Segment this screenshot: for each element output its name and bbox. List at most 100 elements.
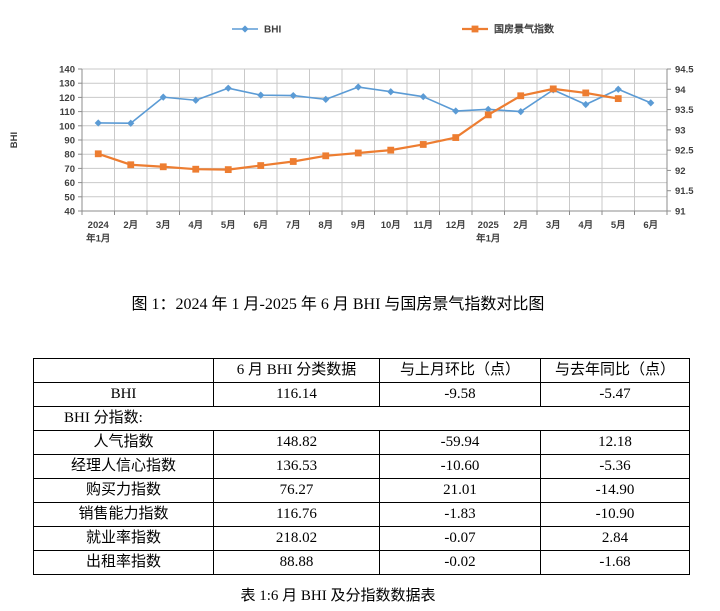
- climate-index-data-point: [549, 85, 557, 93]
- axes: [78, 68, 671, 215]
- cell-value: -14.90: [540, 478, 690, 503]
- header-mom: 与上月环比（点）: [379, 358, 541, 383]
- series-climate-index: [94, 85, 622, 174]
- legend-item-climate-index: 国房景气指数: [462, 23, 555, 36]
- climate-index-data-point: [354, 149, 362, 157]
- x-axis-tick-label: 年1月: [86, 233, 110, 245]
- left-axis-tick-label: 120: [59, 93, 75, 104]
- bhi-data-point: [614, 85, 622, 93]
- legend: BHI 国房景气指数: [232, 23, 555, 36]
- x-axis-tick-label: 6月: [643, 220, 658, 231]
- x-axis-tick-label: 3月: [156, 220, 171, 231]
- axis-labels: 40 50 60 70 80 90 100 110 120 130 140 91 91.5 92 92.5 9…: [59, 65, 694, 245]
- bhi-data-point: [224, 84, 232, 92]
- cell-value: 12.18: [540, 430, 690, 455]
- legend-label-bhi: BHI: [264, 25, 281, 36]
- cell-value: 218.02: [213, 526, 380, 551]
- bhi-data-table: 6 月 BHI 分类数据 与上月环比（点） 与去年同比（点） BHI 116.1…: [33, 358, 690, 575]
- chart-svg: 40 50 60 70 80 90 100 110 120 130 140 91 91.5 92 92.5 9…: [9, 23, 694, 245]
- climate-index-data-point: [322, 152, 330, 160]
- cell-value: 116.76: [213, 502, 380, 527]
- bhi-data-point: [387, 88, 395, 96]
- x-axis-tick-label: 7月: [286, 220, 301, 231]
- climate-index-data-point: [419, 141, 427, 148]
- cell-value: -59.94: [379, 430, 541, 455]
- x-axis-tick-label: 3月: [546, 220, 561, 231]
- cell-value: 148.82: [213, 430, 380, 455]
- bhi-data-point: [241, 25, 249, 33]
- cell-value: -5.36: [540, 454, 690, 479]
- x-axis-tick-label: 年1月: [476, 233, 500, 245]
- climate-index-data-point: [517, 92, 525, 100]
- bhi-data-point: [419, 93, 427, 101]
- left-axis-title: BHI: [9, 132, 20, 148]
- x-axis-tick-label: 2025: [478, 220, 500, 231]
- row-label: 出租率指数: [33, 550, 214, 575]
- climate-index-data-point: [224, 166, 232, 174]
- table-row-popularity: 人气指数 148.82 -59.94 12.18: [33, 430, 690, 455]
- cell-value: -1.68: [540, 550, 690, 575]
- x-axis-tick-label: 2月: [513, 220, 528, 231]
- legend-item-bhi: BHI: [232, 25, 281, 36]
- cell-value: -10.60: [379, 454, 541, 479]
- left-axis-tick-label: 40: [64, 207, 75, 218]
- bhi-data-point: [192, 96, 200, 104]
- header-yoy: 与去年同比（点）: [540, 358, 690, 383]
- right-axis-tick-label: 94: [675, 85, 686, 96]
- climate-index-data-point: [289, 158, 297, 165]
- bhi-data-point: [127, 119, 135, 127]
- right-axis-tick-label: 92.5: [675, 146, 694, 157]
- row-label: 销售能力指数: [33, 502, 214, 527]
- left-axis-tick-label: 60: [64, 178, 75, 189]
- bhi-data-point: [484, 105, 492, 113]
- x-axis-tick-label: 5月: [611, 220, 626, 231]
- bhi-data-point: [354, 83, 362, 91]
- left-axis-tick-label: 50: [64, 192, 75, 203]
- table-row-manager-confidence: 经理人信心指数 136.53 -10.60 -5.36: [33, 454, 690, 479]
- row-label: 经理人信心指数: [33, 454, 214, 479]
- table-caption: 表 1:6 月 BHI 及分指数数据表: [240, 588, 436, 604]
- cell-value: -5.47: [540, 382, 690, 407]
- bhi-data-point: [647, 99, 655, 107]
- climate-index-data-point: [127, 161, 135, 169]
- table-section-row: BHI 分指数:: [33, 406, 690, 431]
- climate-index-data-point: [94, 150, 102, 158]
- climate-index-data-point: [159, 163, 167, 171]
- section-label: BHI 分指数:: [33, 406, 690, 431]
- left-axis-tick-label: 70: [64, 164, 75, 175]
- cell-value: -9.58: [379, 382, 541, 407]
- cell-value: 116.14: [213, 382, 380, 407]
- bhi-line-chart: 40 50 60 70 80 90 100 110 120 130 140 91 91.5 92 92.5 9…: [0, 0, 720, 265]
- x-axis-tick-label: 2024: [88, 220, 110, 231]
- cell-value: -10.90: [540, 502, 690, 527]
- x-axis-tick-label: 9月: [351, 220, 366, 231]
- climate-index-data-point: [452, 134, 460, 141]
- left-axis-tick-label: 100: [59, 121, 75, 132]
- table-header-row: 6 月 BHI 分类数据 与上月环比（点） 与去年同比（点）: [33, 358, 690, 383]
- climate-index-data-point: [614, 95, 622, 103]
- x-axis-tick-label: 11月: [413, 220, 433, 231]
- left-axis-tick-label: 140: [59, 65, 75, 76]
- legend-label-climate-index: 国房景气指数: [494, 23, 555, 36]
- bhi-data-point: [452, 107, 460, 115]
- row-label: BHI: [33, 382, 214, 407]
- cell-value: -0.02: [379, 550, 541, 575]
- left-axis-tick-label: 80: [64, 150, 75, 161]
- right-axis-tick-label: 93.5: [675, 105, 694, 116]
- bhi-data-point: [322, 95, 330, 103]
- x-axis-tick-label: 6月: [253, 220, 268, 231]
- cell-value: 76.27: [213, 478, 380, 503]
- right-axis-tick-label: 94.5: [675, 65, 694, 76]
- climate-index-data-point: [257, 162, 265, 169]
- bhi-data-point: [257, 91, 265, 99]
- left-axis-tick-label: 90: [64, 136, 75, 147]
- climate-index-data-point: [192, 165, 200, 173]
- row-label: 购买力指数: [33, 478, 214, 503]
- table-row-employment-rate: 就业率指数 218.02 -0.07 2.84: [33, 526, 690, 551]
- figure-caption: 图 1：2024 年 1 月-2025 年 6 月 BHI 与国房景气指数对比图: [131, 296, 545, 313]
- right-axis-tick-label: 92: [675, 166, 686, 177]
- header-june-data: 6 月 BHI 分类数据: [213, 358, 380, 383]
- right-axis-tick-label: 91: [675, 207, 686, 218]
- cell-value: 2.84: [540, 526, 690, 551]
- x-axis-tick-label: 2月: [123, 220, 138, 231]
